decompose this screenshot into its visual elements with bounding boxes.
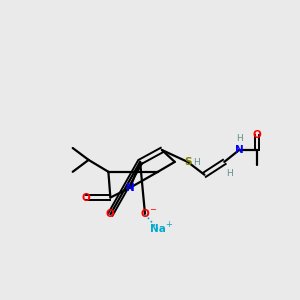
Text: S: S: [184, 157, 191, 167]
Text: N: N: [126, 183, 135, 193]
Text: N: N: [235, 145, 244, 155]
Text: H: H: [226, 169, 232, 178]
Text: O: O: [141, 209, 149, 219]
Text: −: −: [149, 205, 157, 214]
Text: +: +: [165, 220, 172, 229]
Text: O: O: [106, 209, 115, 219]
Text: H: H: [236, 134, 242, 142]
Text: H: H: [193, 158, 200, 167]
Text: Na: Na: [150, 224, 166, 234]
Text: O: O: [81, 193, 90, 202]
Text: O: O: [253, 130, 261, 140]
